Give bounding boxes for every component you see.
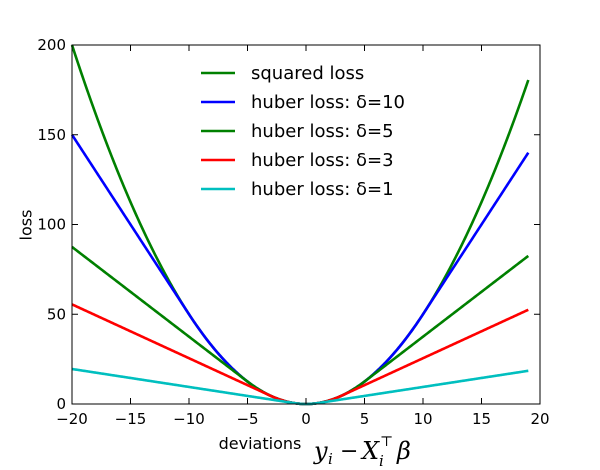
legend-label-4: huber loss: δ=1 xyxy=(251,179,394,200)
legend-label-0: squared loss xyxy=(251,63,364,84)
series-line-1 xyxy=(70,134,530,406)
svg-text:⊤: ⊤ xyxy=(380,434,393,450)
svg-text:X: X xyxy=(360,437,380,465)
x-tick-label: −20 xyxy=(56,410,88,428)
svg-text:−: − xyxy=(340,439,358,464)
legend-label-3: huber loss: δ=3 xyxy=(251,150,394,171)
x-tick-label: −15 xyxy=(115,410,147,428)
svg-text:i: i xyxy=(328,450,333,468)
x-tick-label: 10 xyxy=(413,410,432,428)
y-tick-label: 0 xyxy=(56,395,66,413)
y-tick-label: 100 xyxy=(37,216,66,234)
y-axis-label: loss xyxy=(17,210,36,241)
x-tick-label: 5 xyxy=(360,410,370,428)
series-line-4 xyxy=(71,367,529,406)
x-axis-label: deviations xyxy=(219,434,302,453)
svg-text:y: y xyxy=(313,437,328,465)
x-axis-math-label: y i − X ⊤ i β xyxy=(313,434,411,470)
y-tick-label: 150 xyxy=(37,126,66,144)
series-line-3 xyxy=(71,303,529,406)
x-tick-label: 0 xyxy=(301,410,311,428)
x-tick-label: 20 xyxy=(530,410,549,428)
svg-text:i: i xyxy=(379,452,384,470)
x-tick-label: −5 xyxy=(236,410,258,428)
legend: squared loss huber loss: δ=10 huber loss: … xyxy=(201,63,405,200)
y-tick-label: 50 xyxy=(47,305,66,323)
legend-label-2: huber loss: δ=5 xyxy=(251,121,394,142)
legend-label-1: huber loss: δ=10 xyxy=(251,92,405,113)
svg-text:β: β xyxy=(396,437,411,465)
x-tick-label: −10 xyxy=(173,410,205,428)
x-tick-label: 15 xyxy=(472,410,491,428)
y-tick-label: 200 xyxy=(37,36,66,54)
